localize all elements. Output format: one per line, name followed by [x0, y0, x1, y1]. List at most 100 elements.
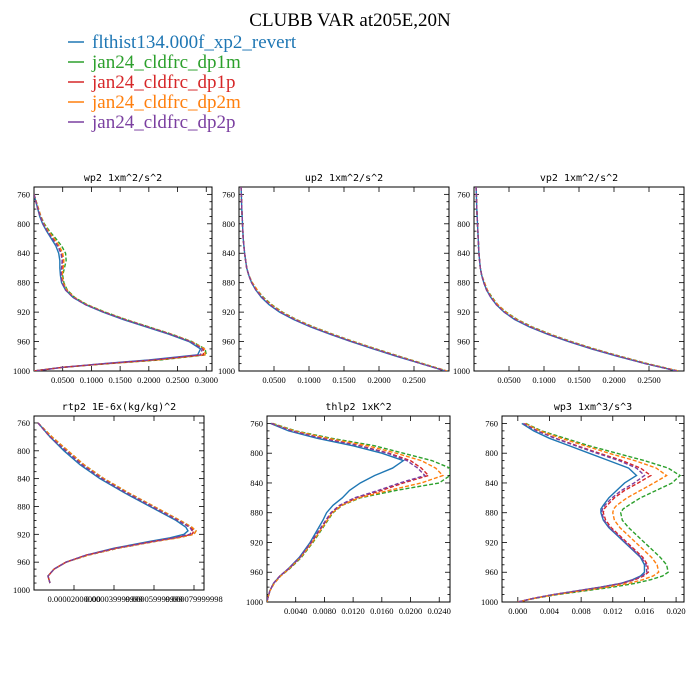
panel-title: up2 1xm^2/s^2: [305, 173, 383, 184]
x-tick-label: 0.2500: [637, 375, 660, 385]
series-line: [34, 194, 205, 371]
panel-title: thlp2 1xK^2: [325, 402, 391, 413]
y-tick-label: 1000: [246, 597, 263, 607]
panel-title: wp3 1xm^3/s^3: [554, 402, 632, 413]
x-tick-label: 0.2000: [137, 375, 160, 385]
chart-panel: thlp2 1xK^2 760 800 840 880 920 960 1000 0.0040 0…: [246, 402, 451, 616]
x-tick-label: 0.1500: [332, 375, 355, 385]
y-tick-label: 960: [222, 337, 235, 347]
x-tick-label: 0.2500: [166, 375, 189, 385]
legend: flthist134.000f_xp2_revert jan24_cldfrc_d…: [68, 32, 297, 133]
x-tick-label: 0.1000: [297, 375, 320, 385]
x-tick-label: 0.000059999999: [125, 594, 182, 604]
y-tick-label: 840: [17, 474, 30, 484]
y-tick-label: 800: [17, 446, 30, 456]
series-line: [517, 422, 646, 602]
x-tick-label: 0.3000: [195, 375, 218, 385]
chart-panel: rtp2 1E-6x(kg/kg)^2 760 800 840 880 920 960 100…: [13, 402, 223, 604]
y-tick-label: 760: [17, 418, 30, 428]
series-line: [267, 422, 450, 602]
y-tick-label: 760: [250, 418, 263, 428]
chart-panel: vp2 1xm^2/s^2 760 800 840 880 920 960 1000 0.050…: [453, 173, 685, 385]
y-tick-label: 960: [250, 567, 263, 577]
y-tick-label: 800: [17, 219, 30, 229]
y-tick-label: 840: [485, 478, 498, 488]
x-tick-label: 0.0500: [497, 375, 520, 385]
x-tick-label: 0.0080: [313, 606, 336, 616]
plot-frame: [501, 415, 685, 603]
series-line: [517, 422, 682, 602]
x-tick-label: 0.016: [635, 606, 654, 616]
y-tick-label: 920: [17, 529, 30, 539]
legend-label: jan24_cldfrc_dp2p: [91, 112, 236, 133]
y-tick-label: 960: [17, 337, 30, 347]
y-tick-label: 1000: [13, 366, 30, 376]
x-tick-label: 0.2500: [402, 375, 425, 385]
y-tick-label: 760: [485, 418, 498, 428]
x-tick-label: 0.2000: [602, 375, 625, 385]
legend-label: flthist134.000f_xp2_revert: [92, 32, 297, 53]
y-tick-label: 960: [485, 567, 498, 577]
y-tick-label: 880: [222, 278, 235, 288]
y-tick-label: 880: [17, 501, 30, 511]
plot-frame: [33, 186, 213, 372]
x-tick-label: 0.012: [603, 606, 622, 616]
series-line: [34, 194, 208, 371]
y-tick-label: 880: [17, 278, 30, 288]
x-tick-label: 0.0160: [370, 606, 393, 616]
panel-title: rtp2 1E-6x(kg/kg)^2: [62, 402, 176, 413]
x-tick-label: 0.0240: [428, 606, 451, 616]
x-tick-label: 0.0040: [284, 606, 307, 616]
figure-title: CLUBB VAR at205E,20N: [249, 10, 451, 31]
y-tick-label: 760: [17, 189, 30, 199]
x-tick-label: 0.1000: [80, 375, 103, 385]
y-tick-label: 840: [250, 478, 263, 488]
chart-panel: wp3 1xm^3/s^3 760 800 840 880 920 960 1000 0.000…: [481, 402, 686, 616]
series-line: [240, 187, 448, 371]
series-line: [267, 422, 427, 602]
x-tick-label: 0.0500: [262, 375, 285, 385]
y-tick-label: 800: [457, 219, 470, 229]
x-tick-label: 0.1500: [108, 375, 131, 385]
series-line: [517, 422, 653, 602]
y-tick-label: 880: [485, 508, 498, 518]
series-line: [240, 187, 448, 371]
y-tick-label: 1000: [218, 366, 235, 376]
series-line: [267, 422, 445, 602]
x-tick-label: 0.1000: [532, 375, 555, 385]
series-line: [475, 187, 678, 371]
x-tick-label: 0.2000: [367, 375, 390, 385]
series-line: [240, 187, 447, 371]
y-tick-label: 920: [457, 307, 470, 317]
y-tick-label: 960: [457, 337, 470, 347]
y-tick-label: 920: [250, 537, 263, 547]
x-tick-label: 0.0500: [51, 375, 74, 385]
y-tick-label: 760: [457, 189, 470, 199]
x-tick-label: 0.004: [540, 606, 560, 616]
x-tick-label: 0.008: [572, 606, 591, 616]
series-line: [34, 194, 202, 371]
series-line: [37, 422, 193, 584]
x-tick-label: 0.000039999999: [85, 594, 142, 604]
series-line: [517, 422, 668, 602]
chart-panel: up2 1xm^2/s^2 760 800 840 880 920 960 1000 0.050…: [218, 173, 450, 385]
x-tick-label: 0.000: [508, 606, 527, 616]
y-tick-label: 800: [485, 448, 498, 458]
series-line: [267, 422, 430, 602]
panel-title: vp2 1xm^2/s^2: [540, 173, 618, 184]
y-tick-label: 960: [17, 557, 30, 567]
y-tick-label: 840: [222, 248, 235, 258]
chart-panel: wp2 1xm^2/s^2 760 800 840 880 920 960 1000 0.050…: [13, 173, 218, 385]
y-tick-label: 840: [457, 248, 470, 258]
y-tick-label: 920: [17, 307, 30, 317]
x-tick-label: 0.1500: [567, 375, 590, 385]
series-line: [34, 194, 206, 371]
legend-label: jan24_cldfrc_dp1p: [91, 72, 236, 93]
y-tick-label: 880: [457, 278, 470, 288]
series-line: [517, 422, 648, 602]
series-line: [240, 187, 446, 371]
series-line: [240, 187, 446, 371]
series-line: [34, 194, 204, 371]
x-tick-label: 0.020: [667, 606, 686, 616]
x-tick-label: 0.0200: [399, 606, 422, 616]
